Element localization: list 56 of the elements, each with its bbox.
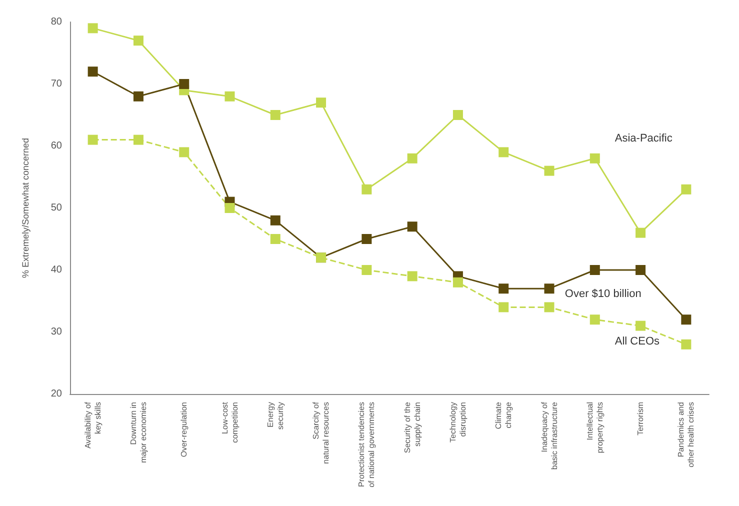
y-tick-label: 30: [50, 326, 62, 338]
x-tick-label: Energy security: [266, 402, 285, 430]
point: [316, 98, 326, 108]
x-tick-label: Terrorism: [636, 402, 646, 436]
y-axis-title: % Extremely/Somewhat concerned: [20, 138, 30, 278]
point: [498, 302, 509, 312]
y-tick-label: 40: [50, 264, 62, 276]
point: [133, 36, 144, 46]
point: [452, 110, 463, 120]
point: [88, 134, 98, 145]
point: [590, 265, 600, 275]
x-tick-label: Availability of key skills: [83, 401, 102, 449]
point: [681, 314, 692, 325]
point: [544, 166, 554, 176]
series-label: Asia-Pacific: [614, 132, 673, 144]
point: [133, 134, 144, 145]
point: [270, 110, 280, 120]
point: [362, 184, 372, 194]
point: [407, 271, 418, 282]
point: [544, 302, 554, 312]
point: [544, 284, 554, 294]
point: [362, 234, 372, 244]
series-label: All CEOs: [614, 336, 660, 348]
y-tick-label: 50: [50, 202, 62, 214]
x-tick-label: Climate change: [494, 401, 514, 430]
point: [590, 153, 600, 164]
point: [681, 339, 692, 350]
series-label: Over $10 billion: [564, 288, 642, 300]
point: [498, 147, 509, 158]
point: [88, 66, 98, 77]
point: [681, 184, 692, 194]
y-tick-label: 20: [50, 388, 62, 400]
point: [133, 91, 144, 102]
point: [636, 265, 646, 275]
point: [88, 23, 98, 34]
point: [636, 320, 646, 331]
point: [224, 203, 235, 213]
x-tick-label: Pandemics and other health crises: [676, 402, 696, 468]
point: [407, 222, 418, 232]
y-tick-label: 80: [50, 16, 62, 28]
point: [179, 147, 190, 158]
point: [224, 91, 235, 102]
point: [270, 215, 280, 226]
x-tick-label: Technology disruption: [448, 402, 468, 442]
point: [636, 228, 646, 238]
x-tick-label: Over-regulation: [180, 402, 189, 458]
x-tick-label: Low-cost competition: [220, 401, 240, 443]
point: [407, 153, 418, 164]
point: [590, 314, 600, 325]
point: [362, 265, 372, 275]
point: [179, 79, 190, 89]
point: [498, 284, 509, 294]
point: [270, 234, 280, 244]
y-tick-label: 60: [50, 140, 62, 152]
point: [452, 277, 463, 288]
y-tick-label: 70: [50, 78, 62, 90]
